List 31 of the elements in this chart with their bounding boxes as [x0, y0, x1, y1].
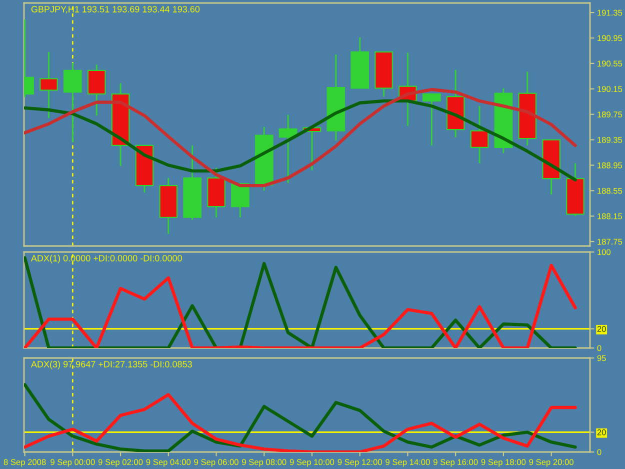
y-tick-label: 100 — [598, 249, 611, 256]
y-tick-label: 190.15 — [598, 86, 622, 92]
y-tick-label: 0 — [597, 449, 602, 456]
x-tick-label: 9 Sep 10:00 — [290, 459, 334, 467]
y-tick-label: 188.15 — [598, 213, 622, 220]
y-tick-label: 190.95 — [598, 35, 622, 42]
x-tick-label: 9 Sep 18:00 — [481, 459, 526, 467]
x-tick-label: 9 Sep 08:00 — [242, 459, 286, 467]
x-tick-label: 9 Sep 20:00 — [529, 459, 574, 467]
x-tick-label: 9 Sep 06:00 — [194, 459, 238, 467]
y-tick-label: 0 — [597, 345, 602, 352]
x-tick-label: 9 Sep 16:00 — [434, 459, 478, 467]
y-tick-label: 187.75 — [598, 238, 622, 245]
x-tick-label: 9 Sep 14:00 — [386, 459, 430, 467]
chart-title: ADX(1) 0.0000 +DI:0.0000 -DI:0.0000 — [30, 254, 182, 264]
x-tick-label: 9 Sep 04:00 — [146, 459, 191, 467]
y-tick-label: 189.35 — [598, 136, 622, 143]
y-tick-label: 188.95 — [598, 162, 622, 168]
x-tick-label: 9 Sep 12:00 — [338, 459, 382, 467]
y-tick-label: 95 — [597, 355, 606, 362]
y-tick-label: 191.35 — [598, 10, 622, 16]
chart-title: ADX(3) 97.9647 +DI:27.1355 -DI:0.0853 — [30, 360, 192, 370]
x-tick-label: 9 Sep 02:00 — [98, 459, 143, 467]
y-tick-label: 20 — [597, 326, 606, 332]
x-tick-label: 8 Sep 2008 — [4, 459, 46, 467]
chart-title: GBPJPY,H1 193.51 193.69 193.44 193.60 — [31, 6, 200, 14]
y-tick-label: 190.55 — [598, 60, 622, 67]
y-tick-label: 188.55 — [598, 188, 622, 194]
x-tick-label: 9 Sep 00:00 — [50, 459, 95, 467]
y-tick-label: 20 — [597, 429, 606, 436]
y-tick-label: 189.75 — [598, 112, 622, 118]
